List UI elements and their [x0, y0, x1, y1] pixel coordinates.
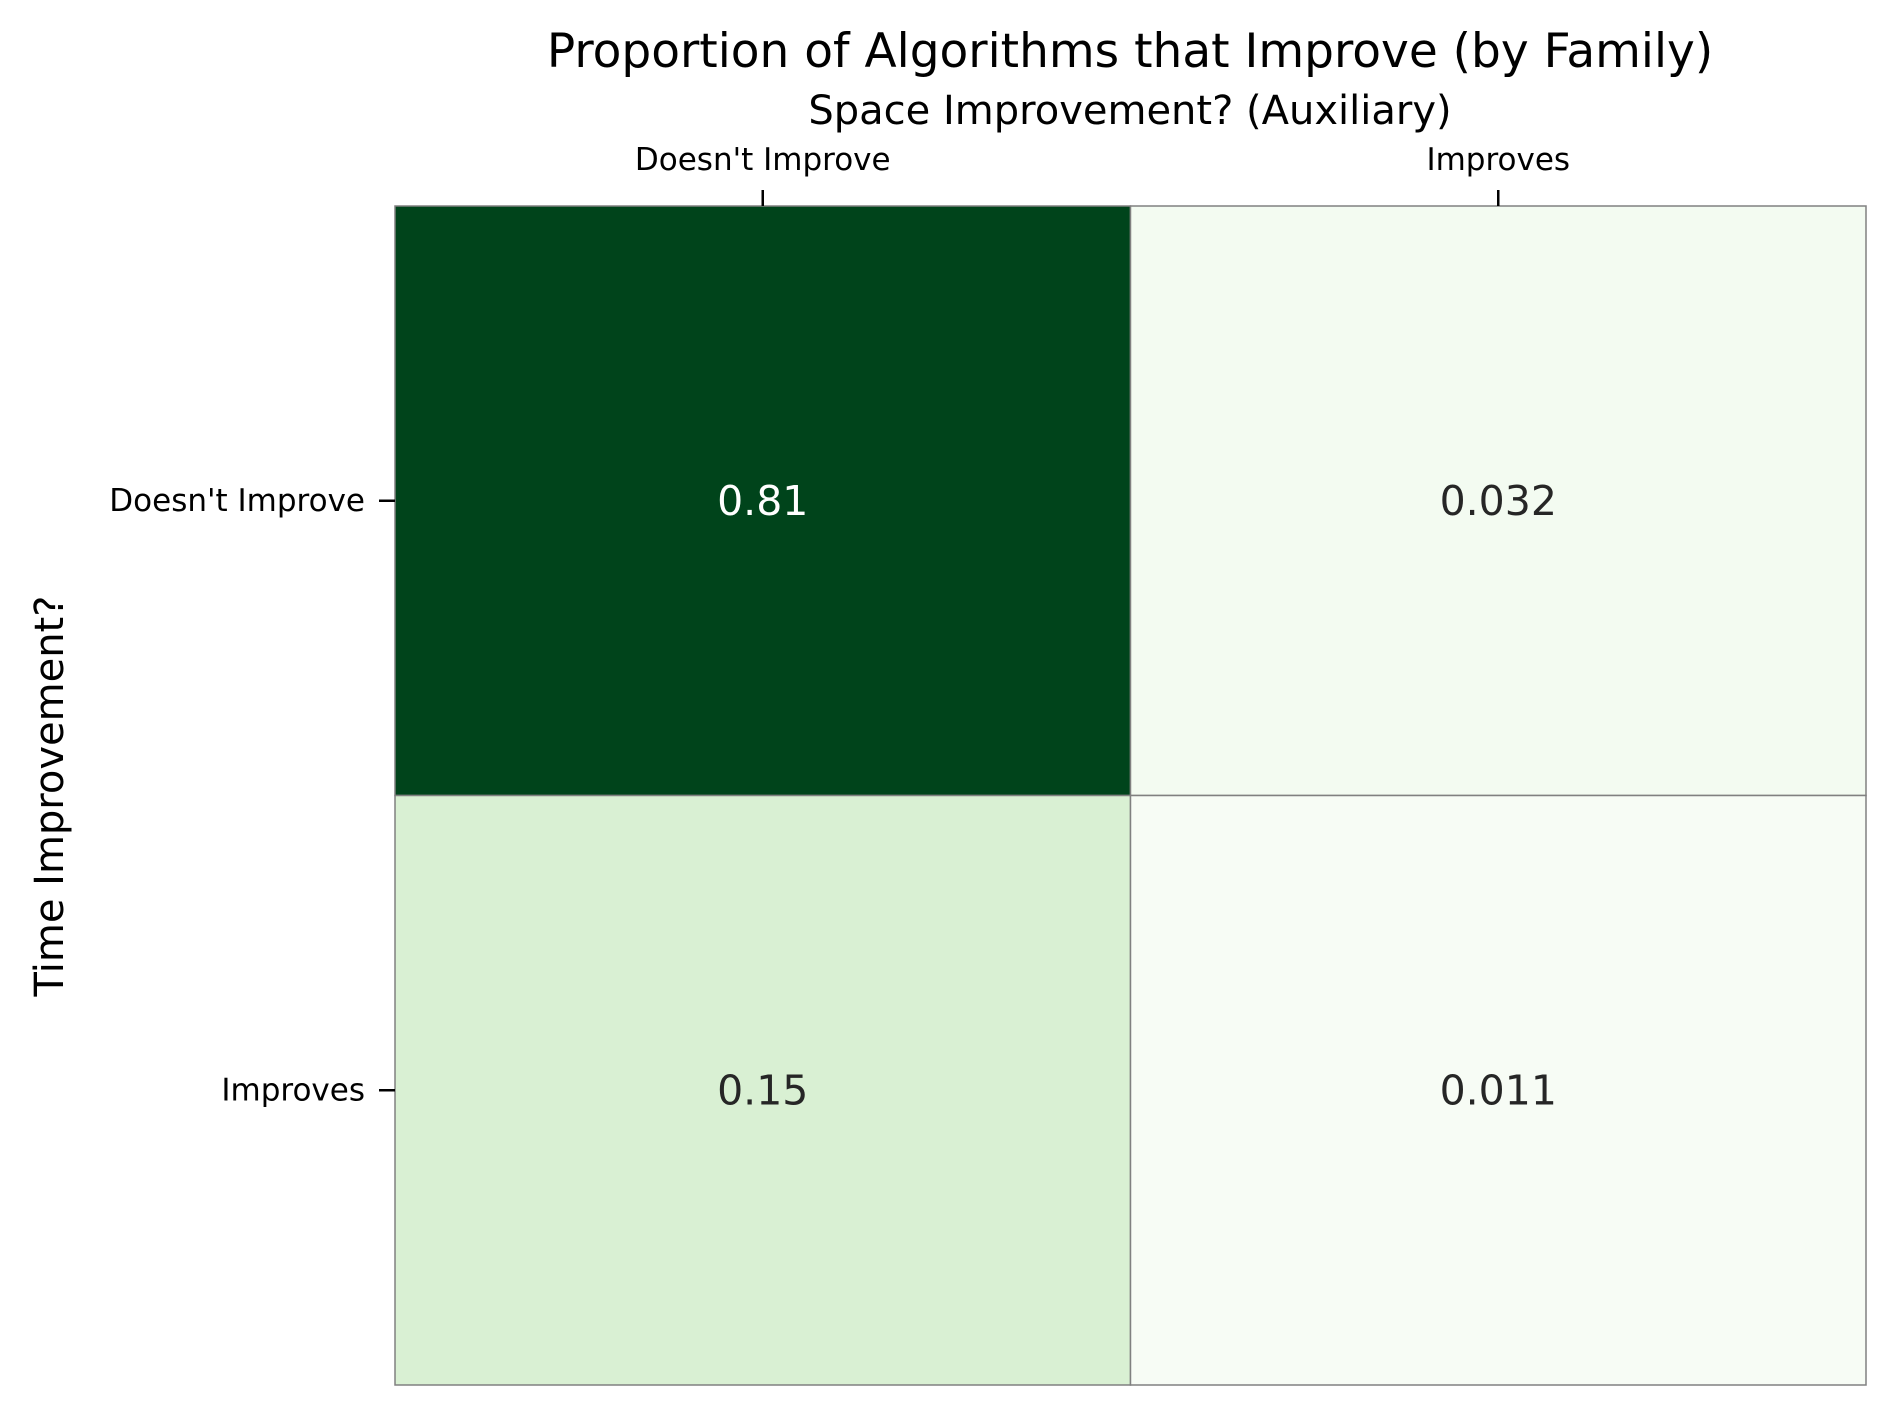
heatmap-cell-r0-c1	[1129, 205, 1867, 797]
cell-value-label-r1-c0: 0.15	[717, 1066, 808, 1114]
y-axis-ticks: Doesn't Improve Improves	[109, 483, 395, 1108]
cell-value-label-r0-c0: 0.81	[717, 477, 808, 525]
x-tick-label: Improves	[1426, 142, 1570, 178]
x-axis-label: Space Improvement? (Auxiliary)	[808, 88, 1451, 134]
cell-value-label-r1-c1: 0.011	[1440, 1066, 1557, 1114]
cell-value-label-r0-c1: 0.032	[1440, 477, 1557, 525]
chart-title: Proportion of Algorithms that Improve (b…	[547, 24, 1713, 79]
y-tick-label: Improves	[221, 1072, 365, 1108]
heatmap-cells: 0.81 0.032 0.15 0.011	[394, 205, 1867, 1386]
heatmap-cell-r1-c0	[394, 794, 1132, 1386]
x-axis-ticks: Doesn't Improve Improves	[635, 142, 1570, 206]
y-axis-label: Time Improvement?	[27, 596, 73, 998]
x-tick-label: Doesn't Improve	[635, 142, 891, 178]
y-tick-label: Doesn't Improve	[109, 483, 365, 519]
heatmap-cell-r0-c0	[394, 205, 1132, 797]
heatmap-cell-r1-c1	[1129, 794, 1867, 1386]
